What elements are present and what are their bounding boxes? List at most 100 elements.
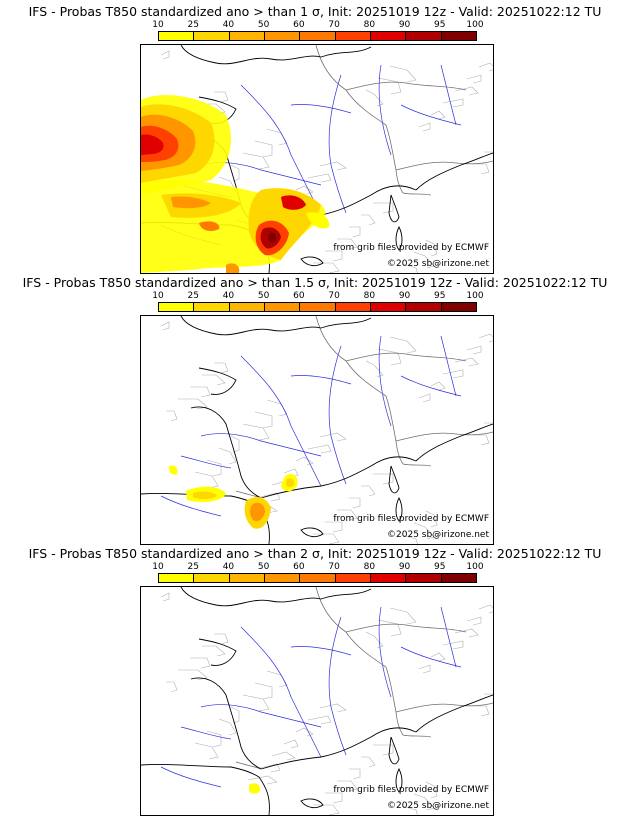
admin-boundary: [472, 163, 490, 175]
colorbar: [158, 31, 477, 41]
river-line: [328, 74, 347, 214]
coastline: [395, 225, 403, 251]
admin-boundary: [418, 664, 431, 674]
admin-boundary: [425, 781, 438, 799]
country-border: [345, 352, 467, 362]
admin-boundary: [442, 369, 464, 379]
country-border: [402, 192, 432, 196]
coastline: [388, 194, 400, 223]
river-line: [180, 726, 232, 740]
admin-boundary: [218, 447, 237, 465]
colorbar-tick-label: 25: [187, 291, 199, 301]
admin-boundary: [413, 251, 435, 269]
colorbar-swatch: [300, 303, 336, 311]
admin-boundary: [337, 509, 358, 521]
admin-boundary: [190, 657, 211, 669]
probability-field: [168, 465, 298, 529]
admin-boundary: [254, 411, 273, 429]
panel-1-5sigma: IFS - Probas T850 standardized ano > tha…: [0, 275, 630, 547]
admin-boundary: [160, 592, 170, 602]
admin-boundary: [206, 459, 222, 477]
admin-boundary: [484, 151, 493, 153]
admin-boundary: [307, 173, 332, 183]
admin-boundary: [418, 393, 431, 403]
colorbar-tick-label: 50: [257, 562, 270, 572]
colorbar-swatch: [300, 574, 336, 582]
coastline: [198, 638, 237, 666]
admin-boundary: [349, 497, 361, 509]
admin-boundary: [230, 435, 240, 453]
river-line: [440, 335, 457, 397]
river-line: [378, 64, 392, 156]
admin-boundary: [325, 792, 343, 804]
admin-boundary: [319, 432, 347, 442]
admin-boundary: [401, 263, 418, 273]
colorbar-swatch: [441, 303, 476, 311]
colorbar-tick-label: 10: [152, 291, 164, 301]
coastline: [190, 406, 262, 499]
country-border: [402, 734, 432, 738]
colorbar-tick-label: 40: [222, 562, 235, 572]
colorbar-tick-label: 10: [152, 20, 164, 30]
colorbar-tick-label: 90: [398, 562, 411, 572]
admin-boundary: [160, 321, 170, 331]
admin-boundary: [413, 793, 435, 811]
colorbar-swatch: [264, 574, 301, 582]
admin-boundary: [377, 348, 402, 366]
admin-boundary: [430, 110, 446, 120]
admin-boundary: [283, 739, 299, 749]
river-line: [378, 606, 392, 698]
admin-boundary: [214, 362, 229, 374]
admin-boundary: [389, 336, 417, 354]
admin-boundary: [430, 381, 446, 391]
admin-boundary: [166, 410, 178, 422]
admin-boundary: [254, 140, 273, 158]
colorbar-tick-label: 10: [152, 562, 164, 572]
colorbar-tick-label: 95: [434, 20, 446, 30]
colorbar-tick-label: 50: [257, 20, 270, 30]
colorbar-swatch: [441, 574, 476, 582]
admin-boundary: [202, 374, 226, 386]
river-line: [200, 704, 322, 728]
colorbar: [158, 302, 477, 312]
coastline: [388, 736, 400, 765]
colorbar-tick-label: 90: [398, 291, 411, 301]
map-area: from grib files provided by ECMWF ©2025 …: [140, 44, 494, 274]
colorbar-swatch: [441, 32, 476, 40]
colorbar-swatch: [229, 32, 265, 40]
colorbar-swatch: [159, 32, 195, 40]
coastline: [415, 423, 493, 462]
river-line: [180, 455, 232, 469]
coastline: [415, 152, 493, 191]
coastline: [190, 677, 262, 770]
admin-boundary: [373, 473, 394, 485]
colorbar-tick-label: 60: [293, 291, 305, 301]
colorbar-swatch: [370, 303, 407, 311]
colorbar-swatch: [229, 574, 265, 582]
admin-boundary: [377, 619, 402, 637]
river-line: [240, 84, 322, 216]
panel-1sigma: IFS - Probas T850 standardized ano > tha…: [0, 4, 630, 276]
colorbar-swatch: [159, 303, 195, 311]
river-line: [200, 433, 322, 457]
admin-boundary: [242, 423, 270, 441]
credit-copyright: ©2025 sb@irizone.net: [387, 259, 489, 269]
admin-boundary: [313, 804, 340, 815]
colorbar-swatch: [194, 574, 230, 582]
colorbar-labels: 10 25 40 50 60 70 80 90 95 100: [152, 562, 483, 572]
admin-boundary: [194, 742, 219, 760]
colorbar-tick-label: 95: [434, 562, 446, 572]
admin-boundary: [218, 718, 237, 736]
admin-boundary: [365, 360, 384, 378]
map-area: from grib files provided by ECMWF ©2025 …: [140, 315, 494, 545]
colorbar-tick-label: 90: [398, 20, 411, 30]
admin-boundary: [206, 730, 222, 748]
country-border: [395, 702, 493, 713]
admin-boundary: [425, 239, 438, 257]
admin-boundary: [194, 471, 219, 489]
admin-boundary: [349, 226, 361, 238]
probability-field: [141, 95, 330, 273]
colorbar-tick-label: 80: [363, 291, 376, 301]
admin-boundary: [307, 444, 332, 454]
country-border: [395, 431, 493, 442]
